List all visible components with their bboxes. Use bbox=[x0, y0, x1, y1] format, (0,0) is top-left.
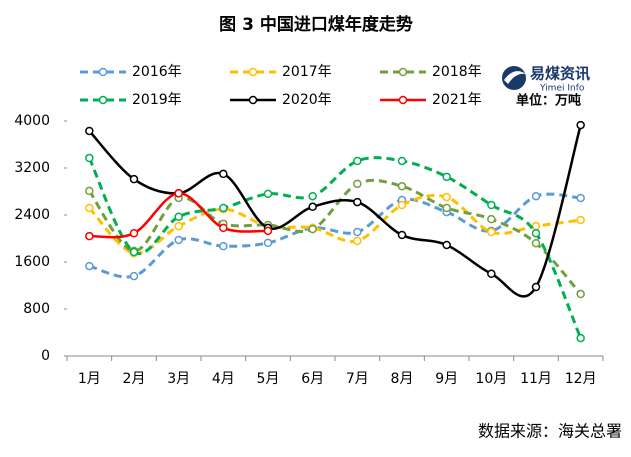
legend-marker bbox=[398, 67, 408, 77]
data-point bbox=[263, 189, 273, 199]
data-point bbox=[219, 169, 228, 179]
data-point bbox=[85, 126, 94, 136]
x-tick-label: 6月 bbox=[301, 371, 324, 387]
legend-marker bbox=[98, 95, 108, 105]
data-point bbox=[576, 333, 585, 343]
data-point bbox=[487, 200, 496, 210]
data-point bbox=[263, 238, 273, 248]
data-point bbox=[308, 202, 317, 212]
data-point bbox=[531, 238, 541, 248]
x-tick-label: 9月 bbox=[435, 371, 458, 387]
data-point bbox=[487, 214, 496, 224]
x-tick-label: 10月 bbox=[475, 371, 507, 387]
source-note: 数据来源：海关总署 bbox=[478, 422, 622, 441]
y-tick-label: 0 bbox=[41, 348, 50, 364]
data-point bbox=[487, 269, 496, 278]
unit-label: 单位：万吨 bbox=[516, 93, 581, 109]
data-point bbox=[397, 156, 407, 166]
data-point bbox=[442, 240, 451, 250]
data-point bbox=[576, 120, 585, 130]
legend-marker bbox=[248, 95, 258, 105]
data-point bbox=[397, 200, 407, 210]
data-point bbox=[308, 191, 317, 201]
chart-title: 图 3 中国进口煤年度走势 bbox=[219, 14, 413, 35]
data-point bbox=[576, 193, 585, 203]
data-point bbox=[263, 226, 273, 236]
y-tick-label: 3200 bbox=[14, 160, 50, 176]
y-tick-label: 1600 bbox=[14, 254, 50, 270]
data-point bbox=[174, 221, 183, 231]
x-tick-label: 3月 bbox=[167, 371, 190, 387]
data-point bbox=[353, 179, 362, 189]
data-point bbox=[85, 203, 94, 213]
data-point bbox=[219, 223, 228, 233]
data-point bbox=[219, 203, 228, 213]
legend-label: 2020年 bbox=[282, 92, 332, 108]
data-point bbox=[308, 224, 317, 234]
data-point bbox=[85, 231, 94, 241]
logo-subtext: Yimei Info bbox=[539, 84, 585, 94]
data-point bbox=[353, 197, 362, 207]
x-tick-label: 4月 bbox=[212, 371, 235, 387]
data-point bbox=[85, 153, 94, 163]
legend-label: 2021年 bbox=[432, 92, 482, 108]
x-tick-label: 11月 bbox=[520, 371, 552, 387]
x-tick-label: 8月 bbox=[391, 371, 414, 387]
data-point bbox=[442, 203, 451, 213]
data-point bbox=[531, 282, 541, 292]
x-tick-label: 12月 bbox=[565, 371, 597, 387]
data-point bbox=[397, 181, 407, 191]
logo-text: 易煤资讯 bbox=[530, 65, 590, 83]
series-line bbox=[87, 156, 583, 339]
data-point bbox=[129, 174, 139, 184]
legend-label: 2016年 bbox=[132, 64, 182, 80]
logo-swoosh bbox=[504, 71, 526, 84]
data-point bbox=[531, 221, 541, 231]
data-point bbox=[442, 192, 451, 202]
data-point bbox=[487, 227, 496, 237]
data-point bbox=[219, 241, 228, 251]
x-tick-label: 2月 bbox=[123, 371, 146, 387]
data-point bbox=[174, 212, 183, 222]
legend-marker bbox=[98, 67, 108, 77]
data-point bbox=[353, 227, 362, 237]
x-tick-label: 7月 bbox=[346, 371, 369, 387]
legend-marker bbox=[398, 95, 408, 105]
data-point bbox=[85, 261, 94, 271]
y-tick-label: 4000 bbox=[14, 113, 50, 129]
x-tick-label: 5月 bbox=[257, 371, 280, 387]
data-point bbox=[576, 289, 585, 299]
legend-marker bbox=[248, 67, 258, 77]
data-point bbox=[397, 230, 407, 240]
data-point bbox=[576, 215, 585, 225]
data-point bbox=[174, 189, 183, 198]
legend-label: 2019年 bbox=[132, 92, 182, 108]
data-point bbox=[129, 228, 139, 238]
data-point bbox=[531, 191, 541, 201]
logo: 易煤资讯 Yimei Info bbox=[502, 65, 590, 94]
data-point bbox=[85, 186, 94, 196]
data-point bbox=[353, 236, 362, 246]
x-tick-label: 1月 bbox=[78, 371, 101, 387]
data-point bbox=[129, 247, 139, 257]
legend-label: 2018年 bbox=[432, 64, 482, 80]
data-point bbox=[531, 228, 541, 238]
data-point bbox=[129, 271, 139, 281]
legend-label: 2017年 bbox=[282, 64, 332, 80]
data-point bbox=[442, 172, 451, 182]
data-point bbox=[353, 156, 362, 166]
y-tick-label: 800 bbox=[23, 301, 50, 317]
y-tick-label: 2400 bbox=[14, 207, 50, 223]
data-point bbox=[174, 235, 183, 245]
